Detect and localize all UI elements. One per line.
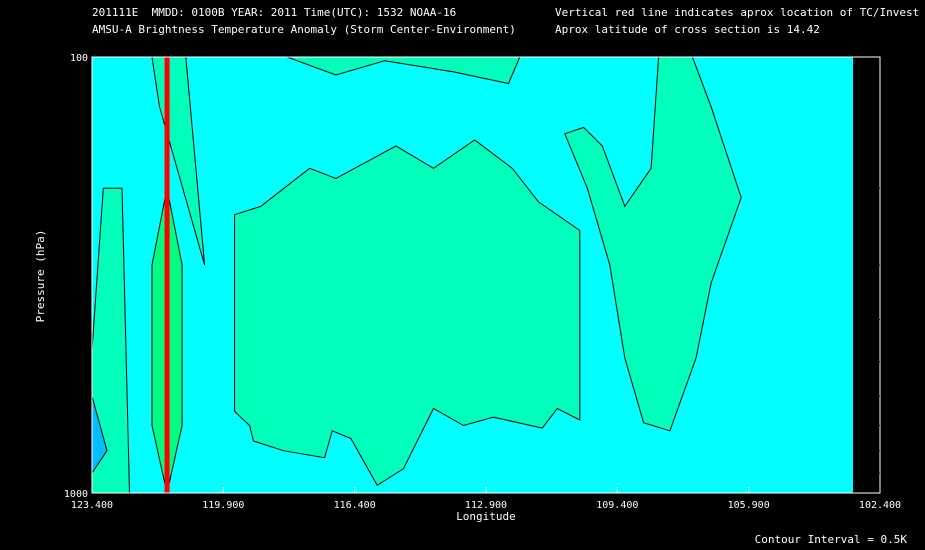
plot-area (91, 56, 881, 494)
x-tick-label-3: 112.900 (465, 500, 507, 511)
no-data-strip (853, 57, 880, 493)
header-title-line2: AMSU-A Brightness Temperature Anomaly (S… (92, 23, 516, 36)
axes: 123.400 119.900 116.400 112.900 109.400 105.9… (64, 53, 901, 511)
y-tick-label-1: 1000 (64, 489, 88, 500)
contour-region-3 (234, 139, 581, 487)
header-note-line1: Vertical red line indicates aprox locati… (555, 6, 920, 19)
header-title-line1: 201111E MMDD: 0100B YEAR: 2011 Time(UTC)… (92, 6, 457, 19)
x-tick-label-0: 123.400 (71, 500, 113, 511)
y-axis-title: Pressure (hPa) (34, 230, 47, 323)
contour-region-4 (564, 56, 742, 432)
x-tick-label-2: 116.400 (334, 500, 376, 511)
x-tick-label-4: 109.400 (596, 500, 638, 511)
x-tick-label-1: 119.900 (202, 500, 244, 511)
x-tick-label-5: 105.900 (728, 500, 770, 511)
header-note-line2: Aprox latitude of cross section is 14.42 (555, 23, 820, 36)
contour-region-0 (92, 56, 521, 266)
x-axis-title: Longitude (456, 510, 516, 523)
y-tick-label-0: 100 (70, 53, 88, 64)
x-tick-label-6: 102.400 (859, 500, 901, 511)
contour-interval-label: Contour Interval = 0.5K (754, 533, 907, 546)
